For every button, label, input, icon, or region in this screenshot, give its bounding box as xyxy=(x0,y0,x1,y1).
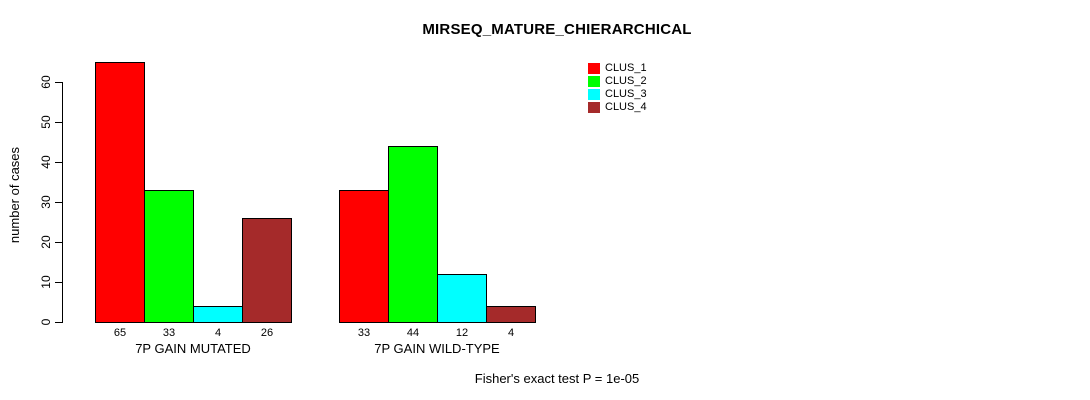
x-category-label: 7P GAIN MUTATED xyxy=(135,341,251,356)
bar-clus_2 xyxy=(388,146,438,323)
legend-label: CLUS_3 xyxy=(605,88,647,100)
bar-clus_1 xyxy=(95,62,145,323)
chart-title: MIRSEQ_MATURE_CHIERARCHICAL xyxy=(422,21,692,38)
legend: CLUS_1 CLUS_2 CLUS_3 CLUS_4 xyxy=(588,62,647,114)
bar-value-label: 65 xyxy=(113,327,127,339)
legend-color-swatch-clus_1 xyxy=(588,62,600,74)
bar-value-label: 12 xyxy=(455,327,469,339)
annotation-fisher-test: Fisher's exact test P = 1e-05 xyxy=(474,371,640,386)
bar-value-label: 4 xyxy=(214,327,222,339)
bar-clus_1 xyxy=(339,190,389,323)
bar-clus_4 xyxy=(242,218,292,323)
bar-clus_3 xyxy=(193,306,243,323)
y-tick-label: 50 xyxy=(39,115,53,129)
legend-color-swatch-clus_3 xyxy=(588,88,600,100)
y-tick xyxy=(55,82,62,83)
x-category-label: 7P GAIN WILD-TYPE xyxy=(374,341,500,356)
y-tick xyxy=(55,122,62,123)
y-tick xyxy=(55,242,62,243)
bar-clus_4 xyxy=(486,306,536,323)
y-tick-label: 0 xyxy=(39,318,53,326)
y-axis-label: number of cases xyxy=(7,146,22,244)
bar-value-label: 33 xyxy=(357,327,371,339)
y-tick xyxy=(55,162,62,163)
y-tick xyxy=(55,202,62,203)
bar-value-label: 4 xyxy=(507,327,515,339)
legend-label: CLUS_4 xyxy=(605,101,647,113)
y-tick xyxy=(55,322,62,323)
y-tick-label: 60 xyxy=(39,75,53,89)
bar-clus_2 xyxy=(144,190,194,323)
legend-color-swatch-clus_4 xyxy=(588,101,600,113)
legend-item: CLUS_4 xyxy=(588,101,647,113)
bar-value-label: 44 xyxy=(406,327,420,339)
bar-value-label: 33 xyxy=(162,327,176,339)
legend-item: CLUS_2 xyxy=(588,75,647,87)
legend-item: CLUS_1 xyxy=(588,62,647,74)
y-tick-label: 40 xyxy=(39,155,53,169)
y-axis-line xyxy=(62,82,63,323)
legend-item: CLUS_3 xyxy=(588,88,647,100)
legend-label: CLUS_2 xyxy=(605,75,647,87)
bar-clus_3 xyxy=(437,274,487,323)
y-tick xyxy=(55,282,62,283)
legend-label: CLUS_1 xyxy=(605,62,647,74)
legend-color-swatch-clus_2 xyxy=(588,75,600,87)
y-tick-label: 30 xyxy=(39,195,53,209)
y-tick-label: 10 xyxy=(39,275,53,289)
y-tick-label: 20 xyxy=(39,235,53,249)
bar-value-label: 26 xyxy=(260,327,274,339)
